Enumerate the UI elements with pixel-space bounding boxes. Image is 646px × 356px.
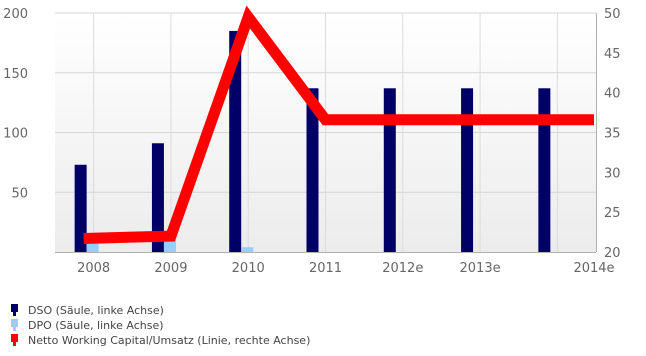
x-tick-label: 2013e	[460, 261, 501, 276]
legend-marker-icon	[10, 304, 20, 317]
bar-dso	[306, 88, 319, 252]
legend-marker-icon	[10, 319, 20, 332]
x-tick-label: 2011	[309, 261, 342, 276]
x-tick-label: 2010	[232, 261, 265, 276]
chart: 50 100 150 200 20 25 30 35 40 45 50 2008 2009 2010 201…	[3, 5, 621, 276]
right-tick-label: 40	[604, 87, 621, 102]
legend-label: Netto Working Capital/Umsatz (Linie, rec…	[28, 334, 311, 347]
legend-marker-icon	[10, 334, 20, 347]
legend-label: DSO (Säule, linke Achse)	[28, 304, 164, 317]
right-tick-label: 50	[604, 7, 621, 22]
bar-dpo	[241, 247, 254, 252]
right-tick-label: 20	[604, 246, 621, 261]
legend-item[interactable]: Netto Working Capital/Umsatz (Linie, rec…	[10, 333, 310, 348]
right-tick-label: 30	[604, 166, 621, 181]
line-nwc	[83, 5, 594, 244]
x-tick-label: 2008	[77, 261, 110, 276]
left-tick-label: 50	[11, 186, 28, 201]
legend: DSO (Säule, linke Achse) DPO (Säule, link…	[10, 303, 310, 348]
right-tick-label: 25	[604, 206, 621, 221]
bar-dpo	[86, 240, 99, 252]
bar-dso	[74, 164, 87, 252]
x-tick-label: 2012e	[382, 261, 423, 276]
bar-dso	[151, 143, 164, 252]
left-tick-label: 200	[3, 7, 28, 22]
legend-label: DPO (Säule, linke Achse)	[28, 319, 164, 332]
right-tick-label: 35	[604, 127, 621, 142]
bar-dso	[383, 88, 396, 252]
left-tick-label: 100	[3, 127, 28, 142]
right-tick-label: 45	[604, 47, 621, 62]
x-tick-label: 2009	[154, 261, 187, 276]
bar-dso	[538, 88, 551, 252]
x-tick-label: 2014e	[573, 261, 614, 276]
bar-dso	[461, 88, 474, 252]
legend-item[interactable]: DSO (Säule, linke Achse)	[10, 303, 310, 318]
legend-item[interactable]: DPO (Säule, linke Achse)	[10, 318, 310, 333]
bar-dpo	[163, 240, 176, 252]
left-tick-label: 150	[3, 67, 28, 82]
bar-dso	[229, 30, 242, 252]
